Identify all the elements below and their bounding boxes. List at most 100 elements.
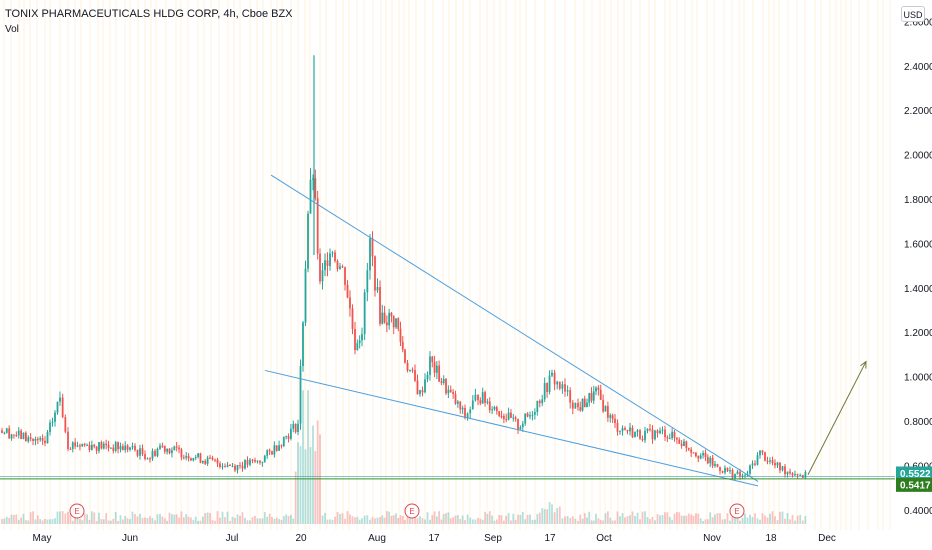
candle-body [376, 287, 379, 291]
badge-label: 0.5417 [900, 480, 931, 491]
candle-body [794, 474, 796, 476]
volume-bar [678, 512, 681, 524]
candle [356, 339, 359, 351]
drawings[interactable] [0, 174, 895, 487]
candle [268, 448, 271, 455]
price-tick-label: 2.0000 [904, 151, 932, 162]
earnings-marker[interactable]: E [404, 503, 420, 519]
candle-body [685, 441, 688, 448]
volume-bar [447, 512, 450, 524]
candle [429, 351, 431, 381]
volume-bar [502, 520, 505, 524]
candle [481, 387, 484, 405]
candle-body [231, 465, 234, 467]
candle-body [774, 462, 776, 466]
currency-button[interactable]: USD [901, 6, 925, 22]
candle [546, 382, 549, 398]
candle-body [371, 238, 374, 257]
volume-bar [671, 519, 674, 524]
candle [714, 460, 716, 468]
candle [784, 463, 786, 478]
candle [526, 412, 529, 418]
volume-bar [39, 519, 42, 524]
earnings-circle [404, 503, 420, 519]
candle [774, 459, 776, 469]
volume-bar [664, 512, 666, 524]
volume-bar [629, 515, 631, 524]
volume-bar [197, 520, 199, 524]
candle-body [581, 398, 584, 411]
volume-bar [95, 520, 98, 524]
volume-bar [719, 513, 721, 524]
volume-bar [369, 519, 371, 524]
volume-bar [180, 511, 183, 524]
candle-body [88, 444, 91, 450]
candle-body [307, 213, 309, 269]
time-tick-label: 18 [765, 533, 777, 544]
chart-title: TONIX PHARMACEUTICALS HLDG CORP, 4h, Cbo… [5, 8, 293, 20]
candle-body [309, 179, 312, 214]
candle [616, 419, 619, 436]
candle [454, 390, 457, 405]
candle-body [454, 394, 457, 404]
volume-bar [631, 511, 634, 524]
candle-body [93, 444, 96, 447]
candle-body [110, 447, 112, 449]
candle [67, 427, 69, 452]
candle [685, 440, 688, 452]
volume-bar [214, 520, 216, 524]
candle [346, 280, 349, 299]
candle-body [166, 448, 169, 452]
price-axis[interactable]: 0.40000.60000.80001.00001.20001.40001.60… [895, 0, 932, 550]
earnings-marker[interactable]: E [69, 503, 85, 519]
candle [282, 436, 285, 448]
candle [409, 369, 411, 373]
candle-body [41, 437, 44, 441]
volume-bar [595, 513, 597, 524]
candle-body [714, 464, 716, 466]
candle [27, 435, 30, 444]
time-tick-label: 17 [544, 533, 556, 544]
volume-bar [414, 515, 416, 524]
candle [251, 459, 254, 464]
candle-body [194, 457, 197, 459]
volume-bar [551, 504, 553, 524]
volume-bar [209, 512, 211, 524]
candle [729, 466, 731, 474]
volume-bar [581, 518, 584, 524]
volume-bar [736, 513, 739, 524]
candle-body [46, 432, 49, 444]
volume-bar [121, 519, 124, 524]
candle-body [374, 256, 376, 291]
volume-bar [341, 513, 344, 524]
candle [799, 473, 802, 476]
volume-bar [538, 512, 541, 524]
candle-body [190, 458, 192, 461]
earnings-marker[interactable]: E [729, 503, 745, 519]
candle-body [592, 391, 595, 401]
candle [656, 429, 659, 438]
candle-body [112, 447, 115, 451]
candle-body [699, 455, 702, 459]
candle [664, 425, 666, 442]
volume-bar [69, 514, 72, 524]
volume-bar [781, 511, 784, 524]
candle [304, 260, 307, 326]
candle-body [331, 252, 334, 254]
candle [324, 253, 326, 277]
candle-body [381, 312, 384, 324]
candle [329, 248, 331, 271]
candle-body [561, 384, 564, 389]
candle-body [546, 383, 549, 392]
time-tick-label: Jun [122, 533, 138, 544]
candle-body [459, 401, 462, 410]
time-axis[interactable]: May Jun Jul 20 Aug 17 Sep 17 Oct Nov 18 Dec [0, 530, 895, 550]
volume-bar [514, 519, 517, 524]
candle [126, 444, 129, 453]
volume-bar [644, 511, 646, 524]
volume-bar [675, 511, 678, 524]
candle-body [39, 437, 42, 440]
candle-body [185, 456, 188, 458]
volume-bar [744, 513, 746, 524]
